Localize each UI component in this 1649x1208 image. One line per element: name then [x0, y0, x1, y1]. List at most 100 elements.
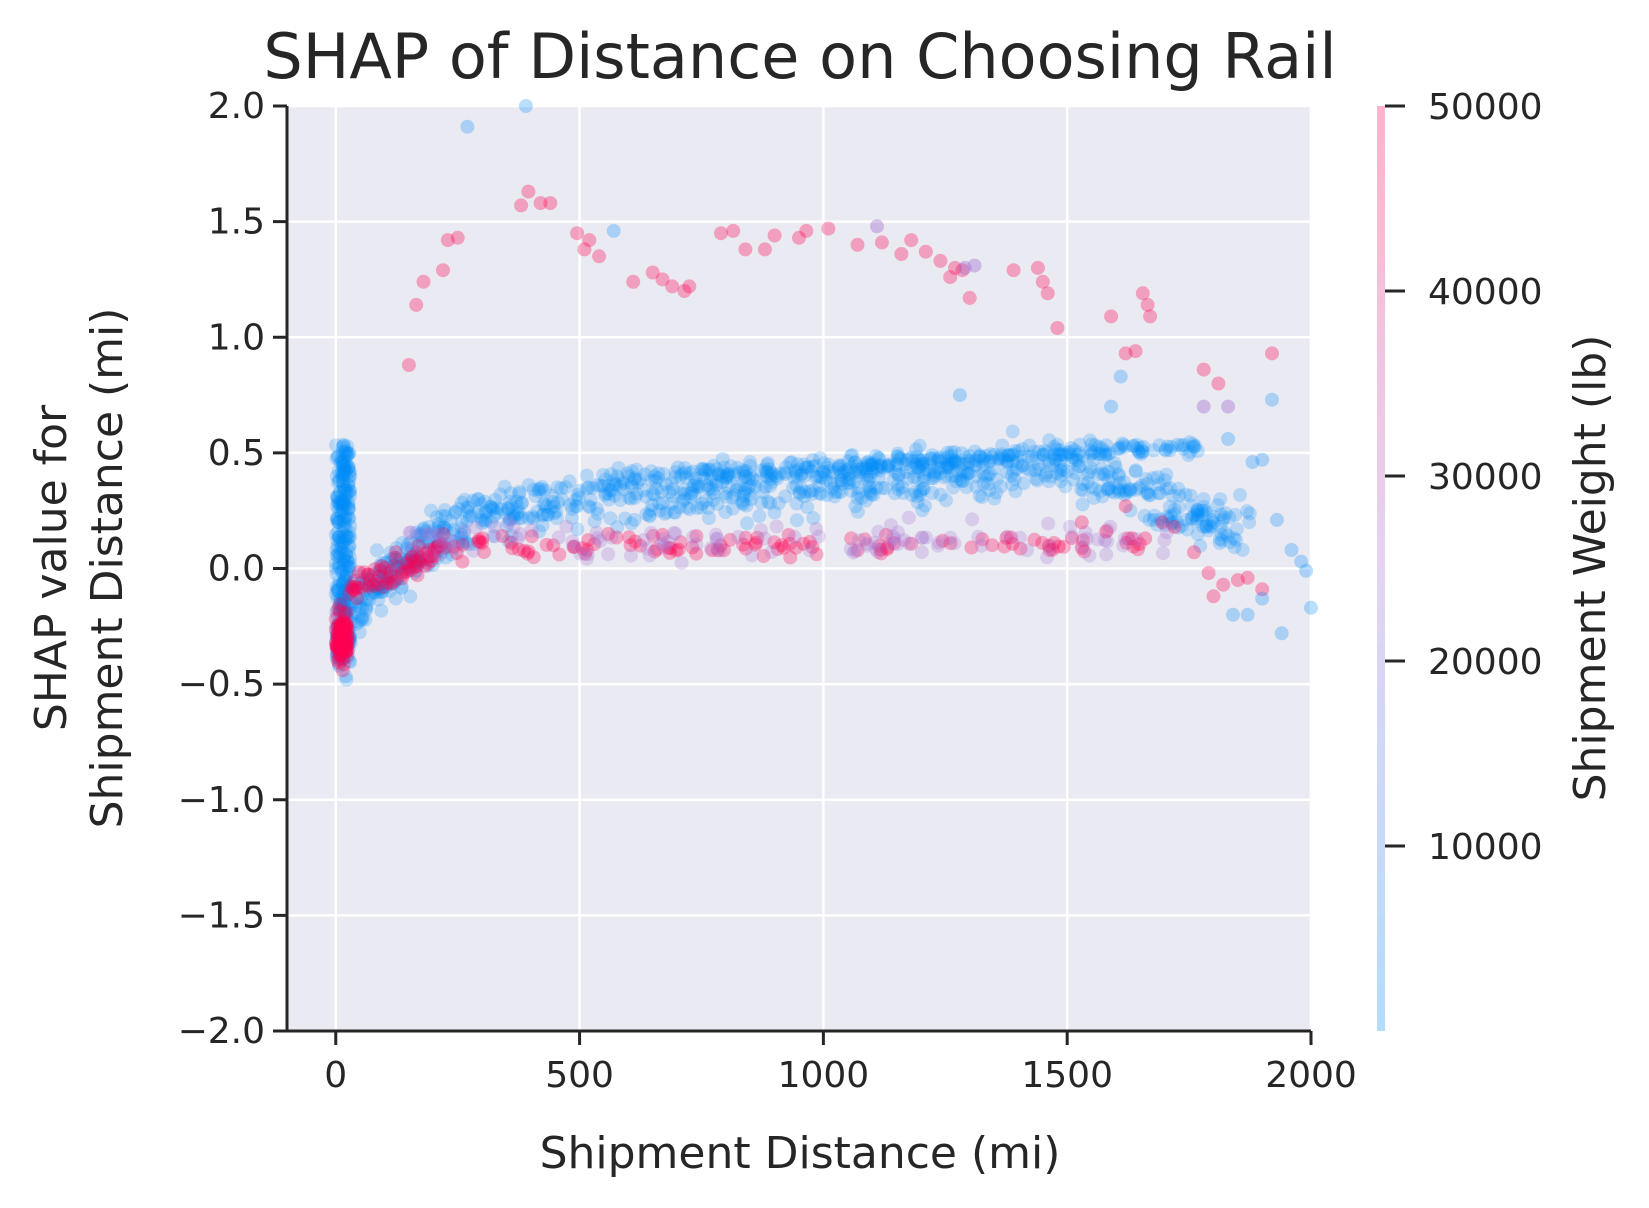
scatter-point	[798, 485, 813, 500]
scatter-point	[329, 511, 344, 526]
scatter-point	[425, 526, 440, 541]
scatter-point	[1103, 519, 1118, 534]
scatter-point	[1146, 471, 1161, 486]
scatter-point	[640, 541, 655, 556]
scatter-point	[534, 479, 549, 494]
scatter-point	[543, 196, 558, 211]
scatter-point	[354, 612, 368, 626]
scatter-point	[338, 528, 353, 543]
scatter-point	[906, 454, 921, 469]
scatter-point	[847, 465, 862, 480]
scatter-point	[1227, 531, 1241, 546]
scatter-point	[726, 501, 740, 516]
scatter-point	[333, 456, 348, 471]
scatter-point	[1176, 441, 1191, 456]
scatter-point	[438, 550, 453, 565]
scatter-point	[460, 504, 475, 519]
scatter-point	[841, 454, 856, 469]
scatter-point	[624, 516, 639, 531]
scatter-point	[423, 547, 438, 562]
scatter-point	[944, 445, 959, 460]
scatter-point	[1053, 460, 1068, 475]
scatter-point	[748, 479, 763, 494]
scatter-point	[337, 602, 352, 616]
scatter-point	[524, 523, 539, 538]
scatter-point	[340, 554, 355, 569]
scatter-point	[609, 530, 624, 545]
scatter-point	[1043, 539, 1058, 554]
scatter-point	[1084, 480, 1099, 495]
scatter-point	[355, 610, 370, 625]
scatter-point	[335, 652, 350, 667]
scatter-point	[654, 536, 669, 551]
scatter-point	[840, 476, 855, 491]
scatter-point	[864, 465, 879, 479]
scatter-point	[1186, 439, 1201, 454]
scatter-point	[961, 456, 976, 471]
scatter-point	[1138, 531, 1153, 546]
scatter-point	[394, 579, 409, 594]
scatter-point	[580, 547, 595, 562]
scatter-point	[457, 492, 472, 507]
scatter-point	[912, 438, 927, 453]
scatter-point	[1215, 533, 1230, 548]
scatter-point	[473, 535, 488, 550]
scatter-point	[330, 631, 345, 645]
scatter-point	[341, 446, 356, 461]
scatter-point	[585, 481, 600, 495]
scatter-point	[1041, 452, 1056, 467]
scatter-point	[818, 467, 833, 481]
scatter-point	[333, 647, 348, 662]
scatter-point	[1210, 498, 1225, 513]
scatter-point	[1006, 454, 1021, 469]
scatter-point	[567, 539, 582, 554]
scatter-point	[332, 603, 347, 618]
scatter-point	[333, 632, 348, 647]
scatter-point	[847, 474, 862, 489]
scatter-point	[460, 513, 475, 528]
scatter-point	[340, 447, 355, 462]
scatter-point	[400, 555, 415, 570]
scatter-point	[340, 567, 355, 581]
scatter-point	[1000, 529, 1015, 544]
scatter-point	[1091, 467, 1106, 482]
scatter-point	[880, 542, 895, 557]
scatter-point	[913, 487, 928, 502]
scatter-point	[381, 566, 396, 581]
scatter-point	[899, 453, 914, 468]
scatter-point	[339, 569, 354, 584]
scatter-point	[406, 552, 421, 567]
scatter-point	[1035, 274, 1050, 289]
scatter-point	[697, 462, 712, 477]
scatter-point	[330, 638, 344, 653]
scatter-point	[1074, 515, 1089, 530]
scatter-point	[874, 235, 889, 250]
scatter-point	[331, 642, 346, 657]
scatter-point	[1025, 449, 1040, 464]
scatter-point	[332, 643, 347, 658]
scatter-point	[604, 530, 619, 545]
scatter-point	[758, 462, 773, 477]
scatter-point	[874, 460, 889, 475]
scatter-point	[713, 543, 728, 558]
scatter-point	[906, 470, 921, 485]
scatter-point	[923, 451, 938, 466]
scatter-point	[1072, 459, 1087, 474]
scatter-point	[939, 493, 953, 508]
scatter-point	[699, 478, 714, 493]
scatter-point	[1007, 472, 1022, 487]
scatter-point	[847, 544, 862, 558]
scatter-point	[328, 561, 343, 576]
scatter-point	[1014, 459, 1029, 473]
scatter-point	[880, 540, 895, 555]
scatter-point	[1056, 462, 1071, 477]
scatter-point	[330, 640, 345, 655]
scatter-point	[1202, 518, 1217, 533]
scatter-point	[562, 474, 577, 489]
scatter-point	[742, 468, 757, 483]
scatter-point	[336, 495, 351, 510]
scatter-point	[374, 585, 389, 600]
scatter-point	[338, 604, 353, 619]
scatter-point	[1123, 503, 1138, 518]
scatter-point	[342, 654, 356, 669]
